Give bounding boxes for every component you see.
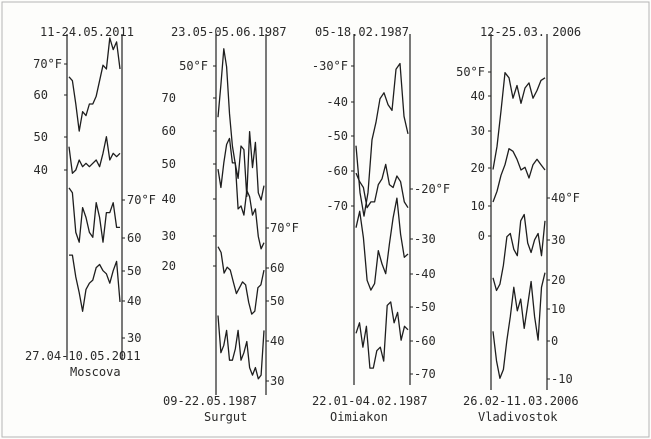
- temperature-line-3: [355, 197, 409, 291]
- panel-oimiakon: -30°F -40 -50 -60 -70 -20°F -30 -40 -50 -60 -70 05-…: [312, 25, 450, 424]
- city-label: Moscova: [70, 365, 121, 379]
- right-tick-label: 70°F: [127, 193, 156, 207]
- right-tick-label: 70°F: [270, 221, 299, 235]
- temperature-line-4: [355, 301, 409, 369]
- top-period-label: 12-25.03. 2006: [480, 25, 581, 39]
- temperature-line-3: [492, 213, 546, 292]
- right-tick-label: 50: [127, 264, 141, 278]
- temperature-line-1: [68, 37, 121, 132]
- left-tick-label: 40: [34, 163, 48, 177]
- bottom-period-label: 22.01-04.02.1987: [312, 394, 428, 408]
- left-tick-label: 10: [471, 199, 485, 213]
- left-tick-label: 50: [162, 157, 176, 171]
- right-tick-label: 40°F: [551, 191, 580, 205]
- right-tick-label: 20: [551, 273, 565, 287]
- temperature-line-1: [355, 62, 409, 217]
- right-tick-label: 30: [551, 233, 565, 247]
- right-tick-label: -30: [414, 232, 436, 246]
- right-tick-label: 50: [270, 294, 284, 308]
- right-tick-label: 40: [270, 334, 284, 348]
- panel-vladivostok: 50°F 40 30 20 10 0 40°F 30 20 10 0 -10 12-25.03. 200…: [456, 25, 581, 424]
- right-tick-label: -60: [414, 334, 436, 348]
- top-period-label: 05-18.02.1987: [315, 25, 409, 39]
- left-tick-label: -70: [326, 199, 348, 213]
- bottom-period-label: 27.04-10.05.2011: [25, 349, 141, 363]
- temperature-line-3: [217, 246, 265, 315]
- temperature-line-2: [217, 137, 265, 250]
- left-tick-label: 60: [34, 88, 48, 102]
- temperature-line-2: [68, 136, 121, 174]
- right-tick-label: -10: [551, 372, 573, 386]
- right-tick-label: 30: [270, 374, 284, 388]
- top-period-label: 23.05-05.06.1987: [171, 25, 287, 39]
- bottom-period-label: 26.02-11.03.2006: [463, 394, 579, 408]
- city-label: Vladivostok: [478, 410, 558, 424]
- right-tick-label: 60: [127, 231, 141, 245]
- right-tick-label: 0: [551, 334, 558, 348]
- left-tick-label: -60: [326, 164, 348, 178]
- right-tick-label: -40: [414, 267, 436, 281]
- right-tick-label: 40: [127, 294, 141, 308]
- right-tick-label: -70: [414, 367, 436, 381]
- left-tick-label: 30: [471, 124, 485, 138]
- temperature-line-4: [217, 315, 265, 380]
- right-tick-label: -50: [414, 300, 436, 314]
- right-tick-label: 30: [127, 331, 141, 345]
- left-tick-label: 40: [162, 192, 176, 206]
- chart-panels: 70°F 60 50 40 70°F 60 50 40 30 11-24.05.2011 27.04…: [25, 25, 581, 424]
- left-tick-label: 40: [471, 89, 485, 103]
- left-tick-label: 0: [478, 229, 485, 243]
- panel-moscova: 70°F 60 50 40 70°F 60 50 40 30 11-24.05.2011 27.04…: [25, 25, 156, 379]
- city-label: Surgut: [204, 410, 247, 424]
- left-tick-label: 50°F: [179, 59, 208, 73]
- temperature-line-3: [68, 187, 120, 243]
- temperature-line-2: [355, 163, 409, 209]
- left-tick-label: 60: [162, 124, 176, 138]
- top-period-label: 11-24.05.2011: [40, 25, 134, 39]
- temperature-line-2: [492, 148, 546, 203]
- temperature-line-4: [69, 254, 121, 312]
- left-tick-label: -30°F: [312, 59, 348, 73]
- left-tick-label: 70: [162, 91, 176, 105]
- city-label: Oimiakon: [330, 410, 388, 424]
- right-tick-label: 60: [270, 261, 284, 275]
- left-tick-label: 50: [34, 130, 48, 144]
- left-tick-label: 30: [162, 229, 176, 243]
- left-tick-label: 70°F: [33, 57, 62, 71]
- right-tick-label: -20°F: [414, 182, 450, 196]
- left-tick-label: 20: [162, 259, 176, 273]
- temperature-line-1: [492, 72, 546, 170]
- left-tick-label: -40: [326, 95, 348, 109]
- temperature-line-1: [217, 48, 265, 201]
- right-tick-label: 10: [551, 302, 565, 316]
- left-tick-label: 50°F: [456, 65, 485, 79]
- panel-surgut: 50°F 70 60 50 40 30 20 70°F 60 50 40 30 23.05-05.06.…: [162, 25, 299, 424]
- left-tick-label: 20: [471, 161, 485, 175]
- bottom-period-label: 09-22.05.1987: [163, 394, 257, 408]
- left-tick-label: -50: [326, 129, 348, 143]
- temperature-line-4: [492, 272, 546, 379]
